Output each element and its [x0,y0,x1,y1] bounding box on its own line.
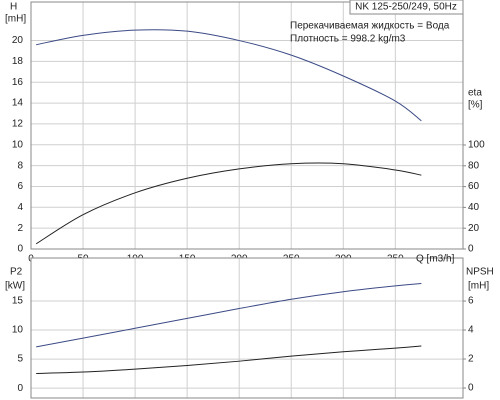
y-tick-label: 15 [12,296,24,307]
y2-tick-label: 4 [468,325,474,336]
y-tick-label: 8 [17,160,23,171]
y-tick-label: 16 [12,77,24,88]
curve [36,345,422,375]
y-axis-label: H [10,2,17,13]
x-axis-label: Q [m3/h] [416,254,455,265]
y2-tick-label: 100 [468,140,485,151]
y-tick-label: 10 [12,139,24,150]
curve [36,283,422,348]
y2-tick-label: 6 [468,296,474,307]
y-tick-label: 6 [17,181,23,192]
y-tick-label: 12 [12,119,24,130]
annotation: NK 125-250/249, 50Hz [355,2,457,13]
plot-frame [30,257,464,399]
y-tick-label: 18 [12,56,24,67]
curve [36,29,422,122]
y2-axis-unit: [mH] [468,281,489,292]
y2-axis-label: NPSH [466,267,494,278]
y2-tick-label: 0 [468,383,474,394]
y2-tick-label: 60 [468,181,480,192]
y2-tick-label: 40 [468,202,480,213]
y2-tick-label: 0 [468,244,474,255]
y2-tick-label: 20 [468,223,480,234]
y-tick-label: 4 [17,202,23,213]
y2-tick-label: 80 [468,160,480,171]
y-tick-label: 14 [12,98,24,109]
y-tick-label: 20 [12,35,24,46]
y-tick-label: 0 [17,383,23,394]
y-axis-unit: [kW] [5,281,25,292]
y-tick-label: 10 [12,325,24,336]
y2-tick-label: 2 [468,354,474,365]
plot-area [31,258,463,398]
annotation: Перекачиваемая жидкость = Вода [290,21,450,32]
y-tick-label: 5 [17,354,23,365]
annotation: Плотность = 998.2 kg/m3 [290,34,406,45]
curve [35,162,422,245]
plot-frame [30,1,464,250]
plot-area [31,2,463,249]
y-axis-label: P2 [10,267,23,278]
y-tick-label: 0 [17,244,23,255]
y-tick-label: 2 [17,223,23,234]
title-box [349,0,464,15]
y-axis-unit: [mH] [5,14,26,25]
y2-axis-label: eta [468,88,482,99]
y2-axis-unit: [%] [468,100,483,111]
